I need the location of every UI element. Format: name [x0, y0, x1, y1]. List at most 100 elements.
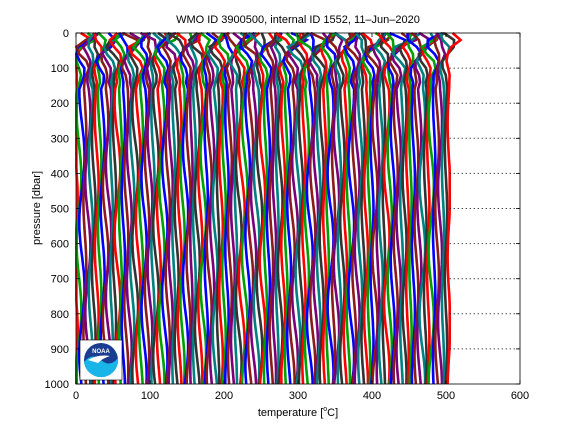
y-axis: 0 100 200 300 400 500 600 700 800 900 1000 [45, 28, 520, 391]
profile-line [140, 32, 150, 385]
profile-line [258, 32, 283, 385]
profile-line [269, 32, 282, 385]
x-axis-label-degree: o [323, 406, 327, 413]
profile-line [336, 32, 354, 385]
profile-line [207, 31, 230, 384]
profile-line [247, 32, 264, 385]
x-tick-label: 600 [511, 390, 529, 402]
profile-line [432, 32, 441, 385]
profile-line [438, 32, 451, 385]
profile-line [410, 32, 423, 385]
profile-line [259, 32, 283, 385]
x-axis-label-prefix: temperature [ [258, 407, 323, 419]
x-tick-label: 400 [363, 390, 381, 402]
chart-title: WMO ID 3900500, internal ID 1552, 11–Jun… [176, 14, 420, 26]
profile-line [165, 32, 182, 385]
profile-line [376, 32, 396, 385]
logo-text: NOAA [92, 349, 110, 355]
y-tick-label: 400 [51, 168, 69, 180]
profile-line [391, 32, 422, 385]
x-tick-label: 100 [141, 390, 159, 402]
profile-line [227, 31, 253, 385]
logo-bird [88, 355, 110, 363]
noaa-logo: NOAA [79, 339, 123, 381]
profile-line [131, 31, 152, 385]
profile-line [273, 32, 282, 385]
profile-line [74, 31, 101, 385]
profile-line [153, 32, 181, 385]
profile-line [206, 32, 230, 385]
profile-line [264, 32, 282, 385]
profile-line [175, 31, 187, 385]
profile-line [421, 31, 446, 385]
profile-line [440, 31, 456, 385]
profile-line [379, 32, 390, 385]
x-tick-label: 300 [289, 390, 307, 402]
profile-line [187, 32, 205, 385]
profile-line [295, 32, 317, 385]
profile-line [118, 32, 129, 385]
y-tick-label: 100 [51, 63, 69, 75]
profile-line [370, 32, 388, 385]
profile-line [151, 31, 171, 385]
profile-line [435, 32, 447, 385]
x-tick-label: 200 [215, 390, 233, 402]
profile-line [305, 32, 315, 385]
y-axis-label: pressure [dbar] [31, 171, 43, 245]
profile-line [94, 32, 118, 385]
profile-line [406, 32, 415, 385]
profile-line [196, 32, 206, 385]
profile-line [234, 32, 253, 385]
profile-line [153, 32, 171, 385]
profile-line [242, 32, 259, 385]
profile-line [102, 31, 127, 385]
profile-line [417, 32, 441, 385]
profile-line [373, 32, 387, 385]
y-tick-label: 900 [51, 344, 69, 356]
profile-line [282, 32, 296, 385]
profile-line [319, 31, 338, 385]
x-tick-label: 500 [437, 390, 455, 402]
profile-line [397, 32, 413, 385]
x-axis: 0 100 200 300 400 500 600 [73, 33, 529, 402]
profile-line [363, 32, 386, 385]
profile-line [361, 32, 374, 385]
y-tick-label: 1000 [45, 379, 69, 391]
y-tick-label: 500 [51, 204, 69, 216]
y-tick-label: 700 [51, 274, 69, 286]
y-tick-label: 0 [63, 28, 69, 40]
profile-line [120, 31, 139, 385]
profile-line [184, 31, 204, 385]
profile-line [359, 32, 368, 385]
profile-line [81, 32, 98, 385]
profile-line [178, 32, 194, 385]
profile-line [155, 31, 177, 385]
profile-line [320, 31, 337, 385]
profile-line [426, 31, 443, 385]
y-tick-label: 300 [51, 133, 69, 145]
profile-line [415, 32, 437, 384]
profile-line [113, 32, 126, 385]
profile-line [390, 32, 418, 385]
profile-line [306, 31, 328, 385]
x-axis-label-suffix: C] [327, 407, 338, 419]
profile-line [385, 32, 395, 385]
x-tick-label: 0 [73, 390, 79, 402]
profile-line [286, 32, 311, 385]
profile-line [354, 32, 366, 385]
y-tick-label: 600 [51, 239, 69, 251]
profile-line [143, 32, 153, 385]
profile-line [87, 32, 96, 385]
profile-line [229, 31, 244, 385]
profile-line [312, 32, 337, 385]
profile-line [167, 31, 185, 385]
y-tick-label: 200 [51, 98, 69, 110]
profile-line [361, 31, 391, 385]
profile-line [213, 31, 230, 385]
profile-line [325, 32, 337, 385]
profile-line [413, 31, 432, 385]
profile-line [249, 32, 260, 385]
profile-line [340, 32, 354, 385]
x-axis-label: temperature [oC] [258, 406, 338, 419]
